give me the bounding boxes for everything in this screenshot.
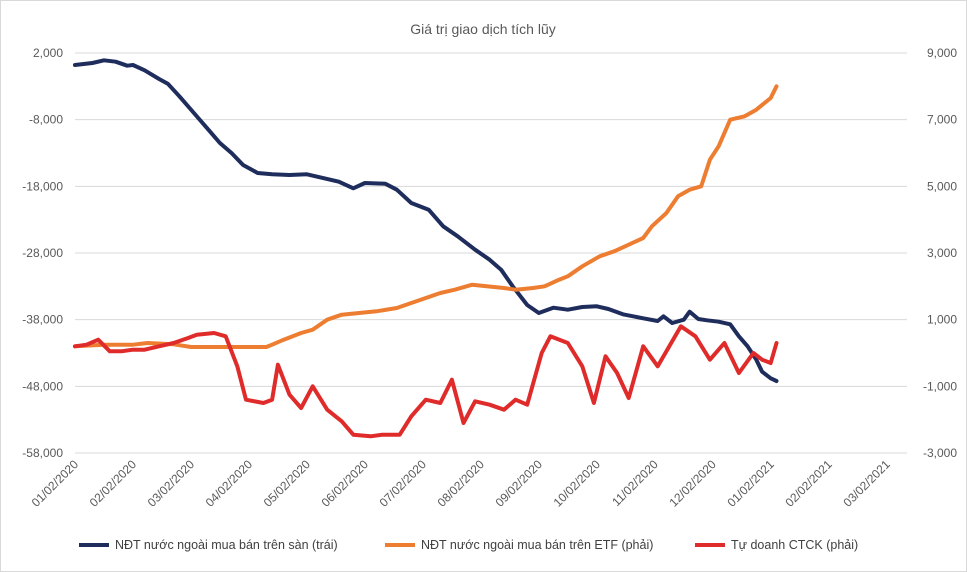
right-tick-label: 3,000	[927, 246, 957, 260]
series-line-0	[73, 58, 779, 383]
x-tick-label: 11/02/2020	[609, 457, 661, 509]
x-tick-label: 02/02/2021	[782, 457, 835, 510]
right-tick-label: 1,000	[927, 313, 957, 327]
left-axis-ticks: 2,000 -8,000 -18,000 -28,000 -38,000 -48,000 -…	[22, 46, 63, 460]
legend-label-2: Tự doanh CTCK (phải)	[731, 538, 858, 552]
right-axis-ticks: 9,000 7,000 5,000 3,000 1,000 -1,000 -3,000	[923, 46, 957, 460]
x-tick-label: 02/02/2020	[87, 457, 140, 510]
x-tick-label: 04/02/2020	[203, 457, 256, 510]
x-tick-label: 07/02/2020	[377, 457, 430, 510]
right-tick-label: 5,000	[927, 179, 957, 193]
x-axis-ticks: 01/02/2020 02/02/2020 03/02/2020 04/02/2020…	[29, 457, 893, 510]
series-line-1	[73, 84, 779, 349]
left-tick-label: -18,000	[22, 179, 63, 193]
series-line-2	[73, 324, 779, 439]
grid-lines	[75, 52, 907, 454]
x-tick-label: 08/02/2020	[435, 457, 488, 510]
x-tick-label: 06/02/2020	[319, 457, 372, 510]
legend-label-0: NĐT nước ngoài mua bán trên sàn (trái)	[115, 538, 338, 552]
x-tick-label: 12/02/2020	[667, 457, 720, 510]
x-tick-label: 03/02/2021	[840, 457, 893, 510]
x-tick-label: 05/02/2020	[261, 457, 314, 510]
left-tick-label: 2,000	[33, 46, 63, 60]
right-tick-label: 7,000	[927, 113, 957, 127]
left-tick-label: -28,000	[22, 246, 63, 260]
right-tick-label: -1,000	[923, 379, 957, 393]
x-tick-label: 09/02/2020	[493, 457, 546, 510]
x-tick-label: 03/02/2020	[145, 457, 198, 510]
left-tick-label: -38,000	[22, 313, 63, 327]
x-tick-label: 01/02/2020	[29, 457, 82, 510]
left-tick-label: -48,000	[22, 379, 63, 393]
series-lines	[73, 58, 779, 439]
left-tick-label: -58,000	[22, 446, 63, 460]
x-tick-label: 01/02/2021	[725, 457, 778, 510]
chart-title: Giá trị giao dịch tích lũy	[410, 21, 556, 37]
left-tick-label: -8,000	[29, 113, 63, 127]
legend: NĐT nước ngoài mua bán trên sàn (trái) NĐ…	[79, 538, 858, 552]
right-tick-label: 9,000	[927, 46, 957, 60]
right-tick-label: -3,000	[923, 446, 957, 460]
legend-label-1: NĐT nước ngoài mua bán trên ETF (phải)	[421, 538, 653, 552]
x-tick-label: 10/02/2020	[551, 457, 604, 510]
